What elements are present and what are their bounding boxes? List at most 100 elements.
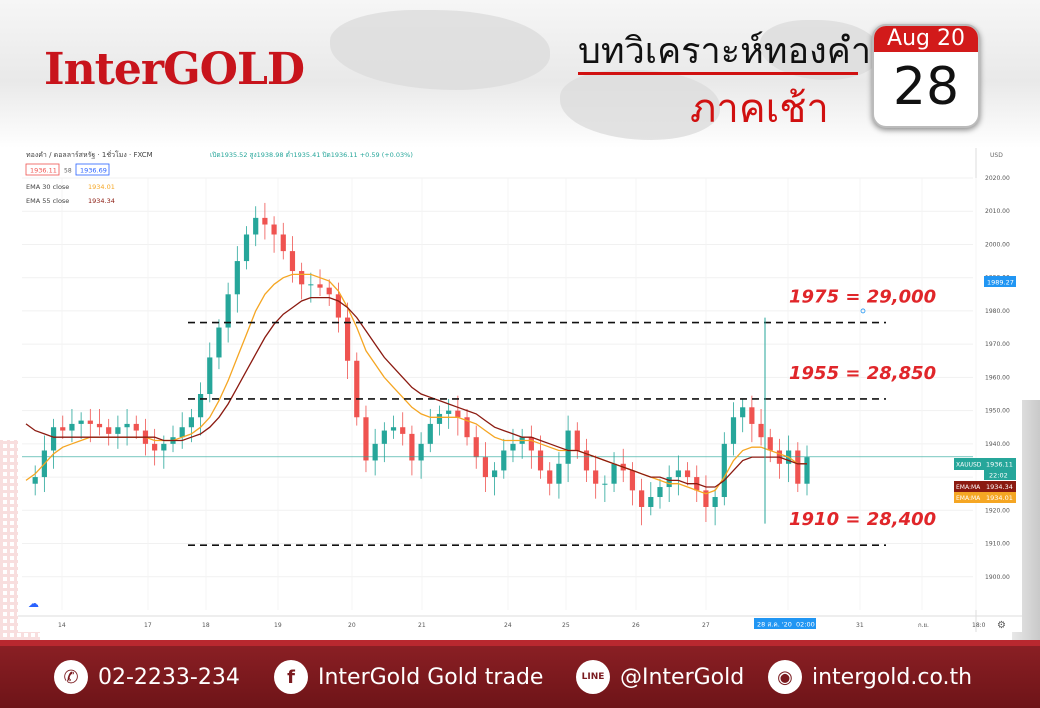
phone-icon: ✆	[54, 660, 88, 694]
candle-body	[32, 477, 38, 484]
main-price-label: XAUUSD	[956, 462, 982, 469]
candle-body	[436, 413, 443, 424]
x-tick-label: 20	[348, 622, 356, 629]
x-tick-label: ก.ย.	[918, 622, 929, 629]
y-tick-label: 1980.00	[985, 308, 1010, 315]
facebook-name: InterGold Gold trade	[318, 664, 544, 690]
candle-body	[648, 497, 654, 507]
candle-body	[712, 497, 718, 507]
candle-body	[721, 443, 727, 498]
candle-body	[482, 457, 489, 478]
y-tick-label: 1920.00	[985, 507, 1010, 514]
footer-line[interactable]: LINE @InterGold	[576, 658, 744, 696]
x-tick-label: 18:0	[972, 622, 986, 629]
candle-body	[537, 450, 544, 471]
tradingview-logo-icon: ☁	[28, 597, 39, 610]
candle-body	[243, 234, 250, 262]
candle-body	[96, 423, 103, 428]
candle-body	[418, 443, 424, 461]
line-icon: LINE	[576, 660, 610, 694]
candle-body	[253, 217, 259, 235]
candle-body	[280, 234, 286, 252]
candle-body	[758, 423, 764, 438]
candle-body	[188, 417, 194, 428]
footer-accent	[0, 640, 1040, 646]
candle-body	[446, 410, 452, 414]
ema30-tag-label: EMA:MA	[956, 495, 981, 502]
candle-body	[556, 463, 562, 484]
footer-phone[interactable]: ✆ 02-2233-234	[54, 658, 240, 696]
settings-gear-icon[interactable]: ⚙	[997, 620, 1006, 631]
price-chart[interactable]: 1975 = 29,000 1955 = 28,850 1910 = 28,400 …	[18, 148, 1022, 632]
ema30-value: 1934.01	[88, 183, 115, 191]
candle-body	[87, 420, 93, 424]
candle-body	[234, 261, 240, 295]
candle-body	[106, 427, 112, 434]
y-tick-label: 1970.00	[985, 341, 1010, 348]
candle-body	[381, 430, 387, 444]
calendar-icon: Aug 20 28	[872, 24, 980, 128]
candle-body	[492, 470, 498, 478]
level-label: 1975 = 29,000	[789, 287, 936, 308]
candle-body	[152, 443, 158, 451]
x-tick-label: 19	[274, 622, 282, 629]
candle-body	[409, 433, 415, 461]
ema55-tag-value: 1934.34	[986, 483, 1013, 491]
candle-body	[703, 490, 709, 507]
candle-body	[262, 217, 268, 225]
candle-body	[427, 423, 433, 444]
candle-body	[574, 430, 580, 451]
candle-body	[547, 470, 553, 484]
page-title: บทวิเคราะห์ทองคำ	[578, 31, 872, 72]
world-map-decoration	[330, 10, 550, 90]
footer-website[interactable]: ◉ intergold.co.th	[768, 658, 972, 696]
symbol-line: ทองคำ / ดอลลาร์สหรัฐ · 1ชั่วโมง · FXCM	[26, 150, 153, 159]
cursor-date: 28 ส.ค. '20	[757, 621, 792, 629]
page-subtitle: ภาคเช้า	[690, 86, 829, 132]
ema-line	[25, 273, 807, 495]
footer-facebook[interactable]: f InterGold Gold trade	[274, 658, 543, 696]
candle-body	[124, 423, 130, 428]
main-price-tag	[954, 458, 1016, 470]
ask-value: 1936.69	[80, 167, 107, 175]
title-divider	[578, 72, 858, 75]
candle-body	[161, 443, 167, 451]
candle-body	[749, 407, 755, 424]
ema55-label: EMA 55 close	[26, 197, 69, 205]
candle-body	[372, 443, 378, 461]
bid-box[interactable]	[25, 163, 60, 176]
ohlc-line: เปิด1935.52 สูง1938.98 ต่ำ1935.41 ปิด193…	[210, 150, 413, 159]
candle-body	[730, 417, 737, 444]
candle-body	[225, 294, 231, 328]
level-label: 1955 = 28,850	[789, 363, 936, 384]
facebook-icon: f	[274, 660, 308, 694]
candle-body	[740, 407, 746, 418]
candle-body	[271, 224, 277, 235]
cursor-time: 02:00	[796, 621, 815, 629]
phone-number: 02-2233-234	[98, 664, 240, 690]
candle-body	[767, 437, 773, 451]
cursor-date-tag	[754, 618, 816, 629]
candle-body	[344, 317, 351, 361]
candle-body	[675, 470, 681, 478]
ema30-label: EMA 30 close	[26, 183, 69, 191]
header-banner: InterGOLD บทวิเคราะห์ทองคำ ภาคเช้า Aug 2…	[0, 0, 1040, 148]
candle-body	[629, 470, 636, 491]
ask-box[interactable]	[75, 163, 110, 176]
candle-body	[207, 357, 213, 394]
candle-body	[639, 490, 645, 507]
candle-body	[133, 423, 139, 431]
y-tick-label: 1950.00	[985, 408, 1010, 415]
ema30-price-tag	[954, 492, 1016, 503]
candle-body	[455, 410, 461, 418]
x-tick-label: 21	[418, 622, 426, 629]
candle-body	[50, 427, 57, 451]
candle-body	[528, 437, 534, 451]
candle-body	[390, 427, 397, 431]
x-tick-label: 24	[504, 622, 512, 629]
candle-body	[804, 457, 810, 484]
website-url: intergold.co.th	[812, 664, 973, 690]
candle-body	[335, 294, 341, 318]
y-tick-label: 2000.00	[985, 241, 1010, 248]
